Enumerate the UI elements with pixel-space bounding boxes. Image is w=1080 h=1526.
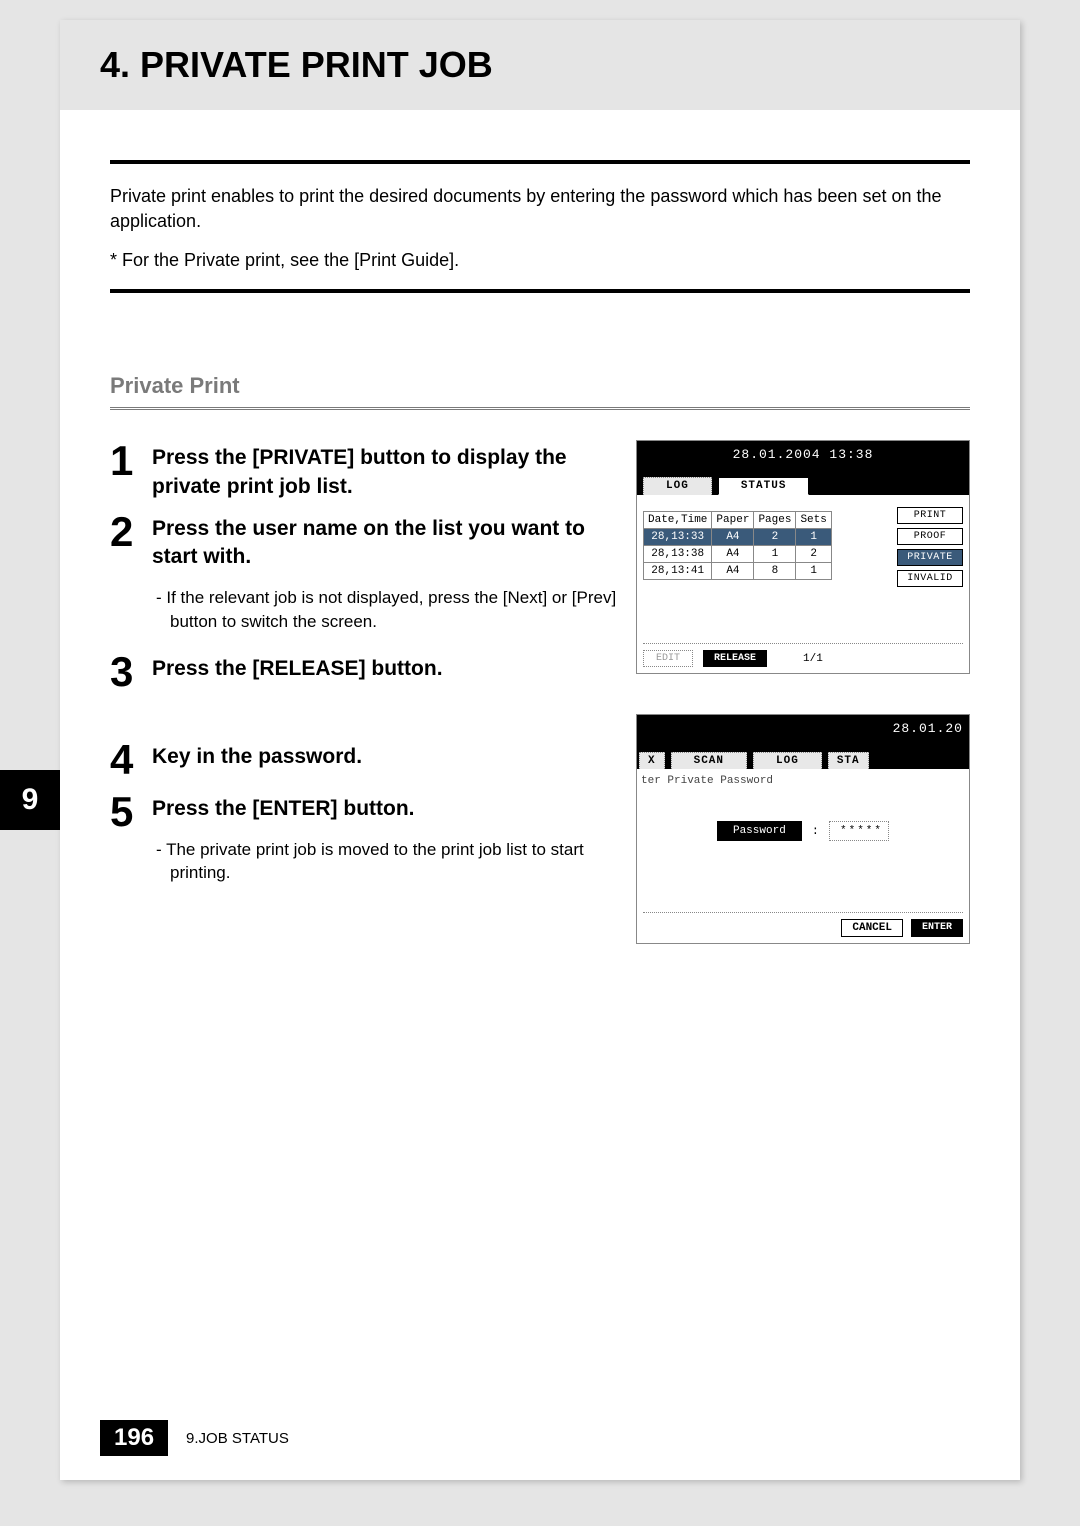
cancel-button[interactable]: CANCEL — [841, 919, 903, 937]
page-footer: 196 9.JOB STATUS — [100, 1420, 289, 1456]
step-3: 3 Press the [RELEASE] button. — [110, 651, 620, 693]
sta-tab[interactable]: STA — [828, 752, 869, 769]
step-5: 5 Press the [ENTER] button. The private … — [110, 791, 620, 885]
status-tab[interactable]: STATUS — [718, 477, 810, 495]
screenshot-header: 28.01.2004 13:38 LOG STATUS — [637, 441, 969, 495]
step-number: 5 — [110, 791, 152, 885]
table-row[interactable]: 28,13:41 A4 8 1 — [644, 563, 832, 580]
section-rule — [110, 407, 970, 410]
password-field[interactable]: ***** — [829, 821, 889, 841]
step-number: 1 — [110, 440, 152, 501]
step-title: Press the [PRIVATE] button to display th… — [152, 444, 620, 501]
step-1: 1 Press the [PRIVATE] button to display … — [110, 440, 620, 501]
password-label: Password — [717, 821, 802, 841]
scan-tab[interactable]: SCAN — [671, 752, 747, 769]
log-tab[interactable]: LOG — [753, 752, 822, 769]
step-number: 4 — [110, 739, 152, 781]
table-row[interactable]: 28,13:33 A4 2 1 — [644, 529, 832, 546]
print-button[interactable]: PRINT — [897, 507, 963, 524]
table-header-row: Date,Time Paper Pages Sets — [644, 512, 832, 529]
job-table: Date,Time Paper Pages Sets 28,13:33 A4 2… — [643, 511, 832, 580]
reference-text: * For the Private print, see the [Print … — [110, 250, 970, 271]
release-button[interactable]: RELEASE — [703, 650, 767, 667]
step-2: 2 Press the user name on the list you wa… — [110, 511, 620, 633]
screenshot-password: 28.01.20 X SCAN LOG STA ter Private Pass… — [636, 714, 970, 944]
col-pages: Pages — [754, 512, 796, 529]
rule-bottom — [110, 289, 970, 293]
screenshot-header: 28.01.20 X SCAN LOG STA — [637, 715, 969, 769]
page-number: 196 — [100, 1420, 168, 1456]
section-heading: Private Print — [110, 373, 970, 399]
step-subtext: The private print job is moved to the pr… — [152, 838, 620, 886]
screenshot-datetime: 28.01.20 — [893, 721, 963, 736]
intro-text: Private print enables to print the desir… — [110, 184, 970, 234]
x-tab[interactable]: X — [639, 752, 665, 769]
table-row[interactable]: 28,13:38 A4 1 2 — [644, 546, 832, 563]
password-prompt: ter Private Password — [637, 769, 969, 793]
header-bar: 4. PRIVATE PRINT JOB — [60, 20, 1020, 110]
proof-button[interactable]: PROOF — [897, 528, 963, 545]
private-button[interactable]: PRIVATE — [897, 549, 963, 566]
screenshot-private-list: 28.01.2004 13:38 LOG STATUS Date,Time Pa… — [636, 440, 970, 674]
page-indicator: 1/1 — [803, 653, 823, 665]
col-datetime: Date,Time — [644, 512, 712, 529]
log-tab[interactable]: LOG — [643, 477, 712, 495]
step-subtext: If the relevant job is not displayed, pr… — [152, 586, 620, 634]
step-number: 3 — [110, 651, 152, 693]
step-title: Key in the password. — [152, 743, 362, 771]
screenshot-datetime: 28.01.2004 13:38 — [733, 447, 874, 462]
chapter-tab: 9 — [0, 770, 60, 830]
section-reference: 9.JOB STATUS — [186, 1430, 289, 1447]
step-title: Press the [RELEASE] button. — [152, 655, 443, 683]
step-number: 2 — [110, 511, 152, 633]
step-title: Press the [ENTER] button. — [152, 795, 620, 823]
col-sets: Sets — [796, 512, 831, 529]
col-paper: Paper — [712, 512, 754, 529]
rule-top — [110, 160, 970, 164]
edit-button[interactable]: EDIT — [643, 650, 693, 667]
colon: : — [812, 824, 819, 838]
invalid-button[interactable]: INVALID — [897, 570, 963, 587]
enter-button[interactable]: ENTER — [911, 919, 963, 937]
page-title: 4. PRIVATE PRINT JOB — [100, 44, 1020, 86]
step-4: 4 Key in the password. — [110, 739, 620, 781]
step-title: Press the user name on the list you want… — [152, 515, 620, 572]
